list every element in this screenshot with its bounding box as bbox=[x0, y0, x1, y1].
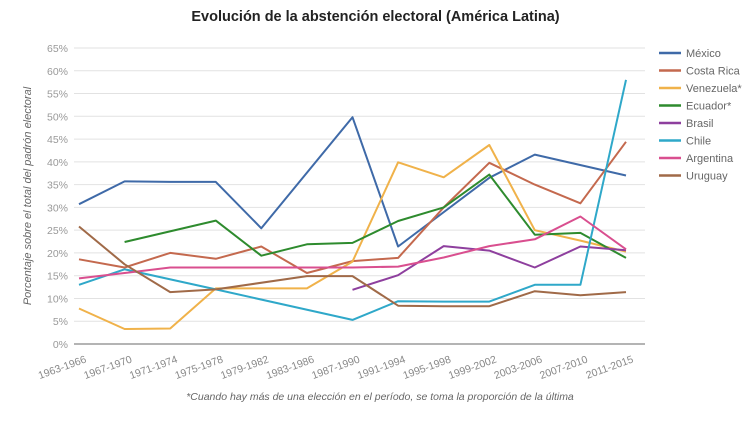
legend-item: México bbox=[659, 48, 721, 60]
series-layer bbox=[78, 79, 627, 330]
legend-label: Ecuador* bbox=[686, 101, 732, 113]
y-tick-label: 0% bbox=[53, 339, 68, 351]
series-line bbox=[352, 245, 627, 291]
y-tick-label: 25% bbox=[47, 225, 68, 237]
y-tick-label: 60% bbox=[47, 66, 68, 78]
x-tick-label: 1991-1994 bbox=[356, 353, 407, 382]
chart-title: Evolución de la abstención electoral (Am… bbox=[191, 9, 560, 25]
y-tick-label: 65% bbox=[47, 43, 68, 55]
legend-label: México bbox=[686, 48, 721, 60]
x-tick-label: 2007-2010 bbox=[538, 353, 589, 382]
series-mxico bbox=[78, 116, 627, 248]
series-line bbox=[78, 79, 627, 321]
y-tick-label: 30% bbox=[47, 202, 68, 214]
x-tick-label: 1975-1978 bbox=[173, 353, 224, 382]
y-tick-label: 10% bbox=[47, 293, 68, 305]
x-tick-label: 1967-1970 bbox=[82, 353, 133, 382]
series-brasil bbox=[352, 245, 627, 291]
x-tick-label: 1987-1990 bbox=[310, 353, 361, 382]
y-axis-label: Porcentaje sobre el total del padrón ele… bbox=[22, 86, 34, 305]
series-ecuador bbox=[124, 173, 627, 259]
series-line bbox=[78, 144, 627, 330]
y-tick-label: 45% bbox=[47, 134, 68, 146]
legend-item: Argentina bbox=[659, 153, 734, 165]
series-chile bbox=[78, 79, 627, 321]
legend-label: Chile bbox=[686, 136, 711, 148]
legend-label: Venezuela* bbox=[686, 83, 742, 95]
legend-item: Venezuela* bbox=[659, 83, 742, 95]
x-tick-label: 2003-2006 bbox=[493, 353, 544, 382]
y-tick-label: 40% bbox=[47, 157, 68, 169]
y-tick-label: 15% bbox=[47, 271, 68, 283]
series-line bbox=[124, 173, 627, 259]
x-tick-label: 1971-1974 bbox=[128, 353, 179, 382]
x-tick-label: 2011-2015 bbox=[584, 353, 635, 381]
legend-label: Brasil bbox=[686, 118, 714, 130]
grid-layer bbox=[74, 47, 645, 345]
x-tick-label: 1983-1986 bbox=[265, 353, 316, 382]
legend-label: Argentina bbox=[686, 153, 734, 165]
legend-item: Uruguay bbox=[659, 171, 728, 183]
series-line bbox=[78, 225, 627, 308]
x-axis-ticks: 1963-19661967-19701971-19741975-19781979… bbox=[37, 353, 635, 382]
footnote: *Cuando hay más de una elección en el pe… bbox=[186, 391, 574, 403]
legend-item: Costa Rica bbox=[659, 66, 741, 78]
series-line bbox=[78, 215, 627, 280]
x-tick-label: 1979-1982 bbox=[219, 353, 270, 382]
y-tick-label: 5% bbox=[53, 316, 68, 328]
series-venezuela bbox=[78, 144, 627, 330]
legend-item: Chile bbox=[659, 136, 711, 148]
legend-label: Uruguay bbox=[686, 171, 728, 183]
y-tick-label: 20% bbox=[47, 248, 68, 260]
legend-label: Costa Rica bbox=[686, 66, 741, 78]
legend-item: Ecuador* bbox=[659, 101, 732, 113]
x-tick-label: 1963-1966 bbox=[37, 353, 88, 382]
y-tick-label: 35% bbox=[47, 180, 68, 192]
legend: México Costa Rica Venezuela* Ecuador* Brasil… bbox=[659, 48, 742, 183]
series-line bbox=[78, 116, 627, 248]
legend-item: Brasil bbox=[659, 118, 714, 130]
y-tick-label: 50% bbox=[47, 111, 68, 123]
y-axis-ticks: 0% 5% 10% 15% 20% 25% 30% 35% 40% 45% 50% 55% 60% 65% bbox=[47, 43, 68, 351]
series-uruguay bbox=[78, 225, 627, 308]
x-tick-label: 1995-1998 bbox=[401, 353, 452, 382]
series-argentina bbox=[78, 215, 627, 280]
x-tick-label: 1999-2002 bbox=[447, 353, 498, 382]
y-tick-label: 55% bbox=[47, 89, 68, 101]
